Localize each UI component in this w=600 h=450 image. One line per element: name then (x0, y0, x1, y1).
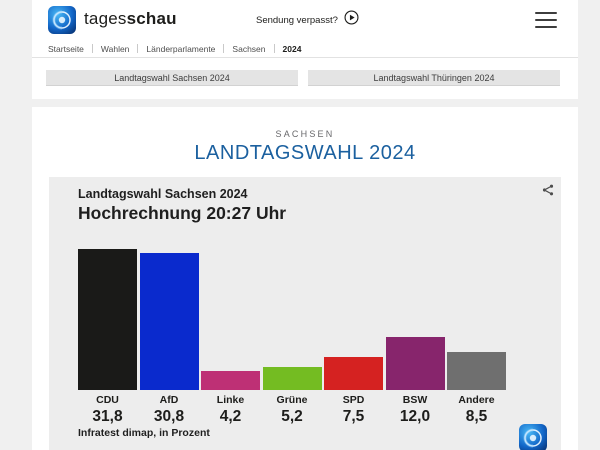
chart-column-afd: AfD 30,8 (139, 249, 199, 426)
nav-bar: tagesschau Sendung verpasst? (32, 0, 578, 40)
bar-afd (139, 253, 199, 390)
bar-linke (201, 371, 260, 390)
bar-cdu (78, 249, 137, 390)
sendung-verpasst-link[interactable]: Sendung verpasst? (256, 0, 359, 40)
brand-light: tages (84, 9, 127, 28)
breadcrumb-separator (91, 44, 93, 53)
sendung-verpasst-label: Sendung verpasst? (256, 14, 338, 26)
brand-wordmark[interactable]: tagesschau (84, 9, 177, 29)
breadcrumb-separator (223, 44, 225, 53)
breadcrumb-item-sachsen[interactable]: Sachsen (232, 43, 266, 54)
chart-column-bsw: BSW 12,0 (385, 249, 445, 426)
bar-label-andere: Andere (458, 394, 495, 406)
election-switch-row: Landtagswahl Sachsen 2024 Landtagswahl T… (32, 70, 578, 86)
breadcrumb-item-2024: 2024 (282, 43, 302, 54)
bar-label-grüne: Grüne (276, 394, 308, 406)
bar-value-bsw: 12,0 (399, 408, 431, 425)
bar-label-linke: Linke (216, 394, 245, 406)
tagesschau-logo-icon[interactable] (48, 6, 76, 34)
bar-value-andere: 8,5 (465, 408, 488, 425)
chart-column-andere: Andere 8,5 (447, 249, 506, 426)
bar-track (262, 249, 322, 390)
bar-bsw (385, 336, 445, 390)
chart-column-linke: Linke 4,2 (201, 249, 260, 426)
bar-label-afd: AfD (159, 394, 179, 406)
landtagswahl-thueringen-button[interactable]: Landtagswahl Thüringen 2024 (308, 70, 560, 86)
bar-chart: CDU 31,8 AfD 30,8 Linke 4,2 Grüne 5,2 SPD 7,5 BSW 1… (78, 249, 506, 426)
bar-value-spd: 7,5 (342, 408, 365, 425)
play-icon[interactable] (344, 10, 359, 30)
bar-label-bsw: BSW (402, 394, 428, 406)
election-chart-card: Landtagswahl Sachsen 2024 Hochrechnung 2… (49, 177, 561, 450)
chart-subtitle: Hochrechnung 20:27 Uhr (78, 203, 287, 223)
hamburger-menu-icon[interactable] (535, 12, 557, 28)
breadcrumb-separator (137, 44, 139, 53)
landtagswahl-sachsen-button[interactable]: Landtagswahl Sachsen 2024 (46, 70, 298, 86)
bar-spd (324, 356, 383, 390)
chart-column-spd: SPD 7,5 (324, 249, 383, 426)
breadcrumb-item-laenderparlamente[interactable]: Länderparlamente (146, 43, 216, 54)
bar-grüne (262, 366, 322, 390)
chart-column-cdu: CDU 31,8 (78, 249, 137, 426)
content-panel: SACHSEN LANDTAGSWAHL 2024 Landtagswahl S… (32, 107, 578, 450)
brand-bold: schau (126, 9, 177, 28)
bar-track (78, 249, 137, 390)
bar-track (201, 249, 260, 390)
bar-value-cdu: 31,8 (92, 408, 123, 425)
region-kicker: SACHSEN (275, 129, 335, 139)
breadcrumb-separator (273, 44, 275, 53)
bar-track (447, 249, 506, 390)
bar-value-afd: 30,8 (153, 408, 185, 425)
breadcrumb: Startseite Wahlen Länderparlamente Sachs… (32, 40, 578, 58)
tagesschau-watermark-icon (519, 424, 547, 450)
chart-source: Infratest dimap, in Prozent (78, 427, 210, 439)
page-title: LANDTAGSWAHL 2024 (194, 142, 416, 164)
bar-label-cdu: CDU (96, 394, 119, 406)
bar-value-linke: 4,2 (219, 408, 242, 425)
header-panel: tagesschau Sendung verpasst? Startseite … (32, 0, 578, 99)
chart-title: Landtagswahl Sachsen 2024 (78, 187, 248, 201)
bar-track (385, 249, 445, 390)
bar-andere (447, 352, 506, 390)
breadcrumb-item-startseite[interactable]: Startseite (48, 43, 84, 54)
bar-label-spd: SPD (342, 394, 365, 406)
breadcrumb-item-wahlen[interactable]: Wahlen (100, 43, 130, 54)
bar-value-grüne: 5,2 (281, 408, 303, 425)
bar-track (324, 249, 383, 390)
bar-track (139, 249, 199, 390)
chart-column-grüne: Grüne 5,2 (262, 249, 322, 426)
share-icon[interactable] (541, 183, 555, 197)
